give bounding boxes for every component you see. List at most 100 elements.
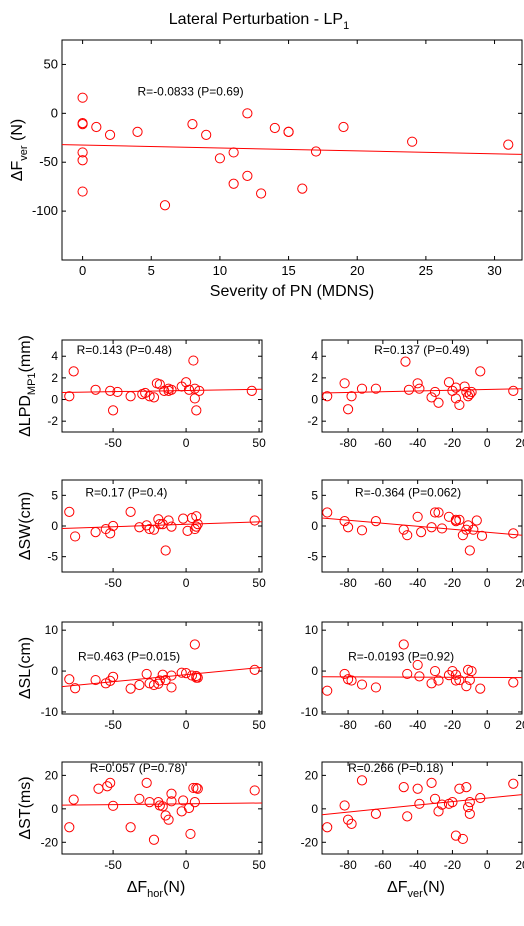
data-point bbox=[242, 108, 253, 119]
data-point bbox=[370, 515, 382, 527]
data-point bbox=[346, 675, 357, 686]
panel-sw_ver: -80 -60 -40 -20 0 20 5 0 -5 R=-0.364 (P=0.062) bbox=[307, 479, 524, 590]
data-point bbox=[77, 147, 88, 158]
data-point bbox=[144, 797, 155, 808]
y-axis-label-tail: (N) bbox=[9, 119, 26, 146]
x-tick-label: 20 bbox=[515, 858, 524, 872]
data-point bbox=[154, 675, 165, 686]
x-tick-label: 20 bbox=[515, 436, 524, 450]
data-point bbox=[429, 793, 441, 804]
data-point bbox=[450, 830, 462, 841]
data-point bbox=[322, 391, 333, 402]
data-point bbox=[433, 507, 444, 518]
data-point bbox=[339, 515, 350, 527]
data-point bbox=[450, 514, 462, 525]
data-point bbox=[185, 828, 196, 840]
data-point bbox=[464, 808, 475, 819]
y-axis-label: ΔST(ms) bbox=[17, 776, 34, 839]
y-axis-label-main: ΔLPD bbox=[17, 395, 34, 437]
x-tick-label: 15 bbox=[281, 263, 295, 278]
data-point bbox=[508, 677, 519, 688]
data-point bbox=[338, 121, 349, 133]
data-point bbox=[188, 782, 199, 794]
data-point bbox=[178, 513, 189, 524]
y-tick-label: 0 bbox=[311, 802, 318, 816]
data-point bbox=[464, 797, 475, 808]
data-point bbox=[454, 399, 465, 411]
data-point bbox=[134, 679, 145, 691]
y-axis-label-sub: ver bbox=[18, 145, 30, 161]
data-point bbox=[194, 385, 205, 396]
data-point bbox=[426, 392, 437, 403]
data-point bbox=[68, 794, 79, 805]
data-point bbox=[70, 531, 81, 542]
data-point bbox=[475, 683, 486, 694]
y-tick-label: 2 bbox=[51, 371, 58, 385]
correlation-annotation: R=0.057 (P=0.78) bbox=[90, 761, 185, 775]
axes-frame bbox=[321, 621, 523, 715]
data-point bbox=[104, 129, 116, 140]
data-point bbox=[433, 397, 444, 408]
x-tick-label: -60 bbox=[374, 576, 392, 590]
x-tick-label: -50 bbox=[104, 718, 122, 732]
data-point bbox=[144, 391, 155, 402]
x-tick-label: 20 bbox=[515, 576, 524, 590]
data-point bbox=[356, 383, 368, 394]
correlation-annotation: R=0.266 (P=0.18) bbox=[348, 761, 443, 775]
y-tick-label: 0 bbox=[311, 519, 318, 533]
x-tick-label: 0 bbox=[484, 858, 491, 872]
y-tick-label: 0 bbox=[51, 105, 58, 120]
data-point bbox=[466, 386, 477, 398]
data-point bbox=[64, 506, 75, 517]
x-tick-label: 50 bbox=[252, 858, 266, 872]
data-point bbox=[283, 126, 294, 138]
data-point bbox=[464, 389, 475, 400]
data-point bbox=[189, 797, 200, 808]
data-point bbox=[141, 777, 152, 789]
y-tick-label: -10 bbox=[41, 705, 59, 719]
axes-frame bbox=[61, 339, 263, 433]
data-point bbox=[398, 781, 409, 793]
data-point bbox=[188, 355, 199, 366]
regression-line bbox=[61, 144, 523, 155]
data-point bbox=[90, 384, 101, 395]
y-tick-label: -100 bbox=[32, 203, 58, 218]
y-tick-label: 0 bbox=[311, 393, 318, 407]
x-tick-label: 0 bbox=[183, 436, 190, 450]
data-point bbox=[189, 393, 200, 404]
data-point bbox=[475, 366, 486, 377]
data-point bbox=[461, 524, 472, 535]
data-point bbox=[459, 381, 470, 392]
data-point bbox=[466, 665, 477, 677]
data-point bbox=[370, 808, 382, 819]
axes-frame bbox=[61, 39, 523, 261]
data-point bbox=[107, 800, 119, 811]
data-point bbox=[412, 659, 423, 671]
correlation-annotation: R=0.17 (P=0.4) bbox=[85, 486, 167, 500]
y-axis-label-sub: MP1 bbox=[26, 372, 38, 395]
x-tick-label: -60 bbox=[374, 436, 392, 450]
data-point bbox=[214, 153, 226, 164]
data-point bbox=[454, 674, 465, 686]
data-point bbox=[189, 639, 200, 650]
x-tick-label: -40 bbox=[409, 718, 427, 732]
data-point bbox=[191, 670, 202, 682]
data-point bbox=[461, 781, 472, 793]
x-tick-label: 50 bbox=[252, 718, 266, 732]
data-point bbox=[322, 685, 333, 696]
data-point bbox=[93, 783, 104, 794]
panel-st_ver: -80 -60 -40 -20 0 20 20 0 -20 R=0.266 (P=0.18) ΔFv… bbox=[301, 761, 524, 900]
correlation-annotation: R=0.137 (P=0.49) bbox=[374, 343, 469, 357]
data-point bbox=[90, 527, 101, 538]
data-point bbox=[447, 797, 458, 808]
panel-lpd_hor: -50 0 50 4 2 0 -2 R=0.143 (P=0.48) ΔLPDMP1(mm) bbox=[17, 335, 266, 450]
data-point bbox=[447, 665, 458, 677]
data-point bbox=[462, 802, 474, 813]
data-point bbox=[187, 118, 198, 130]
axes-frame bbox=[321, 761, 523, 855]
data-point bbox=[450, 393, 462, 404]
data-point bbox=[443, 377, 455, 388]
panel-sl_ver: -80 -60 -40 -20 0 20 10 0 -10 R=-0.0193 (P=0.92) bbox=[301, 621, 524, 732]
